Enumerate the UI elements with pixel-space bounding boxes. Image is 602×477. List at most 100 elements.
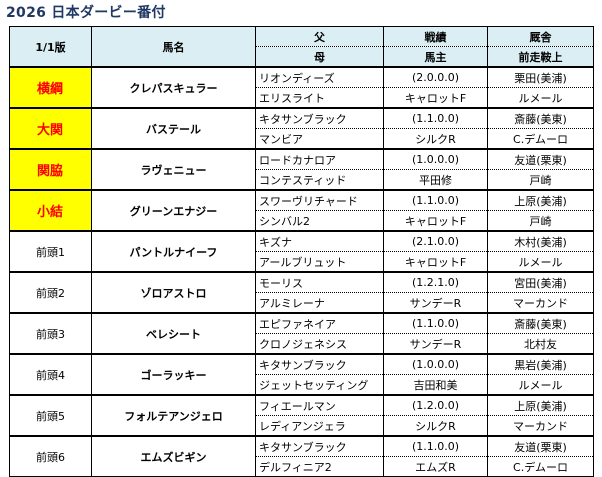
stable-cell: 斎藤(美東) xyxy=(487,107,594,129)
stable-cell: 宮田(美浦) xyxy=(487,271,594,293)
rank-cell: 関脇 xyxy=(9,148,92,191)
dam-cell: アルミレーナ xyxy=(255,292,384,314)
horse-name-cell: フォルテアンジェロ xyxy=(91,394,256,437)
header-stable: 厩舎 xyxy=(487,26,594,47)
rank-cell: 前頭1 xyxy=(9,230,92,273)
horse-name-cell: クレパスキュラー xyxy=(91,66,256,109)
stable-cell: 黒岩(美浦) xyxy=(487,353,594,375)
dam-cell: ジェットセッティング xyxy=(255,374,384,396)
sire-cell: ロードカナロア xyxy=(255,148,384,170)
dam-cell: マンビア xyxy=(255,128,384,150)
dam-cell: レディアンジェラ xyxy=(255,415,384,437)
table-row: 横綱 クレパスキュラー リオンディーズ (2.0.0.0) 栗田(美浦) xyxy=(9,66,594,109)
owner-cell: サンデーR xyxy=(383,292,488,314)
horse-name-cell: ゾロアストロ xyxy=(91,271,256,314)
table-row: 前頭1 パントルナイーフ キズナ (2.1.0.0) 木村(美浦) xyxy=(9,230,594,273)
record-cell: (1.1.0.0) xyxy=(383,189,488,211)
header-jockey: 前走鞍上 xyxy=(487,46,594,68)
stable-cell: 上原(美浦) xyxy=(487,394,594,416)
stable-cell: 友道(栗東) xyxy=(487,148,594,170)
header-row-top: 1/1版 馬名 父 戦績 厩舎 xyxy=(9,26,594,68)
table-body: 1/1版 馬名 父 戦績 厩舎 母 馬主 前走鞍上 横綱 クレパスキュラー リオンデ… xyxy=(9,26,594,477)
owner-cell: シルクR xyxy=(383,415,488,437)
table-row: 大関 バステール キタサンブラック (1.1.0.0) 斎藤(美東) xyxy=(9,107,594,150)
horse-name-cell: エムズビギン xyxy=(91,435,256,477)
owner-cell: サンデーR xyxy=(383,333,488,355)
jockey-cell: 戸崎 xyxy=(487,210,594,232)
sire-cell: リオンディーズ xyxy=(255,66,384,88)
sire-cell: キタサンブラック xyxy=(255,107,384,129)
owner-cell: エムズR xyxy=(383,456,488,477)
jockey-cell: マーカンド xyxy=(487,415,594,437)
header-owner: 馬主 xyxy=(383,46,488,68)
table-row: コンテスティッド 平田修 戸崎 xyxy=(10,169,594,191)
sire-cell: キズナ xyxy=(255,230,384,252)
owner-cell: 平田修 xyxy=(383,169,488,191)
header-horse-name: 馬名 xyxy=(91,26,256,68)
rank-cell: 横綱 xyxy=(9,66,92,109)
sire-cell: キタサンブラック xyxy=(255,353,384,375)
table-row: 前頭2 ゾロアストロ モーリス (1.2.1.0) 宮田(美浦) xyxy=(9,271,594,314)
jockey-cell: 戸崎 xyxy=(487,169,594,191)
table-row: ジェットセッティング 吉田和美 ルメール xyxy=(10,374,594,396)
rank-cell: 前頭4 xyxy=(9,353,92,396)
sire-cell: フィエールマン xyxy=(255,394,384,416)
jockey-cell: ルメール xyxy=(487,251,594,273)
owner-cell: キャロットF xyxy=(383,87,488,109)
table-row: 前頭6 エムズビギン キタサンブラック (1.1.0.0) 友道(栗東) xyxy=(9,435,594,477)
table-row: シンバル2 キャロットF 戸崎 xyxy=(10,210,594,232)
stable-cell: 上原(美浦) xyxy=(487,189,594,211)
dam-cell: エリスライト xyxy=(255,87,384,109)
dam-cell: デルフィニア2 xyxy=(255,456,384,477)
stable-cell: 斎藤(美東) xyxy=(487,312,594,334)
horse-name-cell: ベレシート xyxy=(91,312,256,355)
record-cell: (1.1.0.0) xyxy=(383,312,488,334)
jockey-cell: マーカンド xyxy=(487,292,594,314)
dam-cell: アールブリュット xyxy=(255,251,384,273)
record-cell: (1.0.0.0) xyxy=(383,353,488,375)
stable-cell: 友道(栗東) xyxy=(487,435,594,457)
record-cell: (2.0.0.0) xyxy=(383,66,488,88)
jockey-cell: C.デムーロ xyxy=(487,456,594,477)
horse-name-cell: バステール xyxy=(91,107,256,150)
rank-cell: 大関 xyxy=(9,107,92,150)
table-row: 前頭4 ゴーラッキー キタサンブラック (1.0.0.0) 黒岩(美浦) xyxy=(9,353,594,396)
record-cell: (1.2.0.0) xyxy=(383,394,488,416)
dam-cell: クロノジェネシス xyxy=(255,333,384,355)
table-row: アルミレーナ サンデーR マーカンド xyxy=(10,292,594,314)
table-row: 前頭3 ベレシート エピファネイア (1.1.0.0) 斎藤(美東) xyxy=(9,312,594,355)
record-cell: (1.0.0.0) xyxy=(383,148,488,170)
page-title: 2026 日本ダービー番付 xyxy=(6,5,166,21)
jockey-cell: 北村友 xyxy=(487,333,594,355)
record-cell: (1.2.1.0) xyxy=(383,271,488,293)
table-row: エリスライト キャロットF ルメール xyxy=(10,87,594,109)
jockey-cell: ルメール xyxy=(487,87,594,109)
rank-cell: 前頭5 xyxy=(9,394,92,437)
header-edition: 1/1版 xyxy=(9,26,92,68)
rank-cell: 前頭3 xyxy=(9,312,92,355)
table-row: 前頭5 フォルテアンジェロ フィエールマン (1.2.0.0) 上原(美浦) xyxy=(9,394,594,437)
table-row: レディアンジェラ シルクR マーカンド xyxy=(10,415,594,437)
record-cell: (2.1.0.0) xyxy=(383,230,488,252)
horse-name-cell: パントルナイーフ xyxy=(91,230,256,273)
table-row: マンビア シルクR C.デムーロ xyxy=(10,128,594,150)
header-record: 戦績 xyxy=(383,26,488,47)
owner-cell: シルクR xyxy=(383,128,488,150)
stable-cell: 栗田(美浦) xyxy=(487,66,594,88)
jockey-cell: C.デムーロ xyxy=(487,128,594,150)
sire-cell: エピファネイア xyxy=(255,312,384,334)
owner-cell: キャロットF xyxy=(383,210,488,232)
rank-cell: 前頭6 xyxy=(9,435,92,477)
table-row: 小結 グリーンエナジー スワーヴリチャード (1.1.0.0) 上原(美浦) xyxy=(9,189,594,232)
horse-name-cell: ゴーラッキー xyxy=(91,353,256,396)
dam-cell: コンテスティッド xyxy=(255,169,384,191)
dam-cell: シンバル2 xyxy=(255,210,384,232)
horse-name-cell: グリーンエナジー xyxy=(91,189,256,232)
jockey-cell: ルメール xyxy=(487,374,594,396)
table-row: 関脇 ラヴェニュー ロードカナロア (1.0.0.0) 友道(栗東) xyxy=(9,148,594,191)
record-cell: (1.1.0.0) xyxy=(383,107,488,129)
sire-cell: モーリス xyxy=(255,271,384,293)
sire-cell: キタサンブラック xyxy=(255,435,384,457)
horse-name-cell: ラヴェニュー xyxy=(91,148,256,191)
rank-cell: 前頭2 xyxy=(9,271,92,314)
